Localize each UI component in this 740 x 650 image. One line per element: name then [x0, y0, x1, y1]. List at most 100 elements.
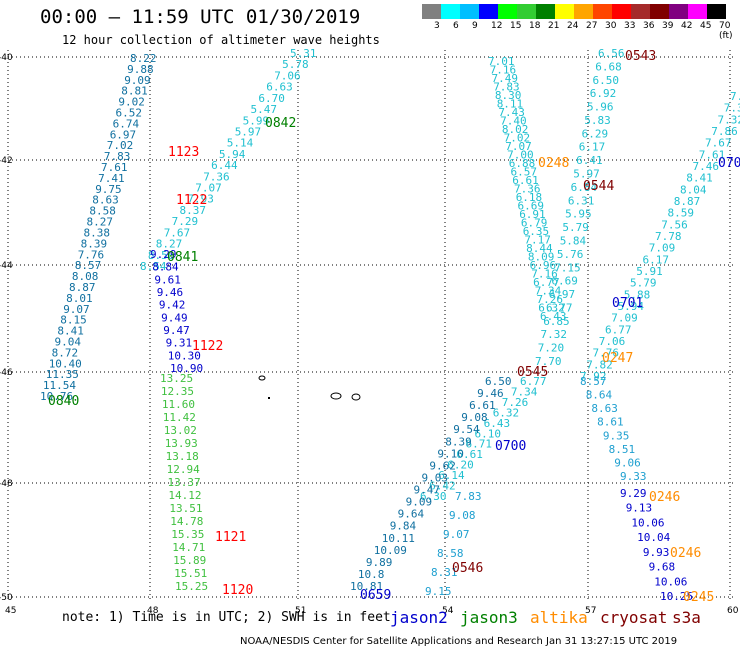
color-scale-label: 30 — [605, 21, 617, 31]
swh-value: 13.93 — [165, 437, 198, 450]
swh-value: 8.84 — [152, 261, 179, 274]
swh-value: 6.32 — [493, 406, 520, 419]
swh-value: 7.02 — [504, 132, 530, 145]
swh-value: 9.47 — [414, 484, 441, 497]
swh-value: 9.02 — [118, 96, 144, 109]
swh-value: 9.68 — [649, 561, 676, 574]
lat-label: -46 — [0, 368, 13, 378]
swh-value: 6.43 — [540, 310, 567, 323]
swh-value: 9.47 — [163, 324, 190, 337]
swh-value: 8.57 — [580, 375, 607, 388]
swh-value: 7.20 — [538, 342, 565, 355]
island — [268, 397, 270, 399]
altimeter-tracks: 5.315.787.066.636.705.475.995.975.145.94… — [40, 47, 740, 603]
color-scale-label: 21 — [548, 21, 560, 31]
swh-value: 8.41 — [57, 325, 84, 338]
swh-value: 7.46 — [693, 160, 720, 173]
swh-value: 6.52 — [116, 107, 143, 120]
color-swatch — [650, 4, 669, 19]
swh-value: 14.12 — [168, 489, 201, 502]
swh-value: 8.44 — [526, 242, 553, 255]
swh-value: 6.17 — [643, 253, 670, 266]
swh-value: 7.83 — [493, 81, 520, 94]
swh-value: 5.83 — [584, 114, 611, 127]
legend-item: jason3 — [460, 608, 518, 627]
swh-value: 6.30 — [420, 490, 447, 503]
swh-value: 9.09 — [406, 496, 433, 509]
pass-time: 0543 — [625, 49, 656, 64]
island — [258, 375, 266, 381]
pass-time: 0245 — [683, 590, 714, 605]
swh-value: 10.30 — [168, 349, 201, 362]
axis-labels: -40 -42 -44 -46 -48 -50 45 48 51 54 57 60 — [0, 53, 739, 616]
swh-value: 8.27 — [87, 216, 114, 229]
swh-value: 6.31 — [568, 194, 595, 207]
swh-value: 7.5 — [730, 90, 740, 103]
swh-value: 7.83 — [455, 490, 482, 503]
color-scale-label: 15 — [510, 21, 522, 31]
swh-value: 7.29 — [172, 215, 199, 228]
swh-value: 6.69 — [518, 200, 545, 213]
color-scale-bar — [422, 4, 726, 19]
lon-label: 51 — [295, 606, 306, 616]
color-swatch — [612, 4, 631, 19]
swh-value: 8.87 — [674, 195, 701, 208]
swh-value: 6.85 — [543, 315, 570, 328]
color-swatch — [479, 4, 498, 19]
swh-value: 9.08 — [461, 411, 488, 424]
color-swatch — [688, 4, 707, 19]
swh-value: 6.57 — [511, 166, 538, 179]
swh-value: 8.22 — [130, 52, 157, 65]
swh-value: 8.58 — [437, 547, 464, 560]
swh-value: 7.43 — [498, 106, 525, 119]
lat-label: -48 — [0, 479, 13, 489]
swh-value: 6.71 — [466, 438, 493, 451]
swh-value: 8.72 — [52, 346, 79, 359]
swh-value: 7.34 — [511, 386, 538, 399]
swh-value: 12.35 — [161, 385, 194, 398]
color-scale-label: 70 (ft) — [719, 21, 733, 41]
swh-value: 6.20 — [447, 459, 474, 472]
swh-value: 6.97 — [549, 288, 576, 301]
pass-time-labels: 0842 1123 1122 0841 1122 0840 1121 1120 0543 0248… — [48, 49, 740, 605]
swh-value: 9.09 — [124, 74, 151, 87]
swh-value: 13.37 — [168, 476, 201, 489]
swh-value: 8.64 — [586, 389, 613, 402]
swh-value: 6.61 — [469, 399, 496, 412]
swh-value: 9.03 — [422, 472, 449, 485]
swh-value: 9.46 — [157, 286, 184, 299]
lon-label: 54 — [442, 606, 454, 616]
color-swatch — [593, 4, 612, 19]
swh-value: 7.67 — [705, 137, 732, 150]
swh-value: 5.97 — [235, 126, 262, 139]
swh-value: 7.76 — [78, 248, 105, 261]
lon-label: 57 — [585, 606, 596, 616]
swh-value: 7.83 — [104, 150, 130, 163]
swh-value: 8.63 — [92, 194, 119, 207]
swh-value: 8.09 — [528, 251, 555, 264]
lon-label: 60 — [727, 606, 739, 616]
color-swatch — [669, 4, 688, 19]
color-scale-label: 33 — [624, 21, 636, 31]
swh-value: 10.90 — [170, 362, 203, 375]
swh-value: 6.50 — [485, 375, 512, 388]
swh-value: 6.77 — [605, 323, 632, 336]
pass-time: 0700 — [495, 439, 526, 454]
swh-value: 6.56 — [598, 47, 625, 60]
swh-value: 6.50 — [593, 74, 620, 87]
swh-value: 7.86 — [711, 125, 738, 138]
swh-value: 11.54 — [43, 379, 76, 392]
swh-value: 7.36 — [724, 102, 740, 115]
swh-value: 10.06 — [654, 575, 687, 588]
swh-value: 7.67 — [164, 226, 191, 239]
swh-value: 9.75 — [95, 183, 122, 196]
pass-time: 1121 — [215, 530, 246, 545]
swh-value: 7.01 — [488, 55, 515, 68]
swh-value: 6.14 — [438, 469, 465, 482]
swh-value: 15.25 — [175, 580, 208, 593]
swh-value: 7.32 — [541, 328, 568, 341]
swh-value: 6.79 — [521, 217, 548, 230]
swh-value: 9.33 — [620, 470, 647, 483]
swh-value: 6.29 — [582, 127, 609, 140]
